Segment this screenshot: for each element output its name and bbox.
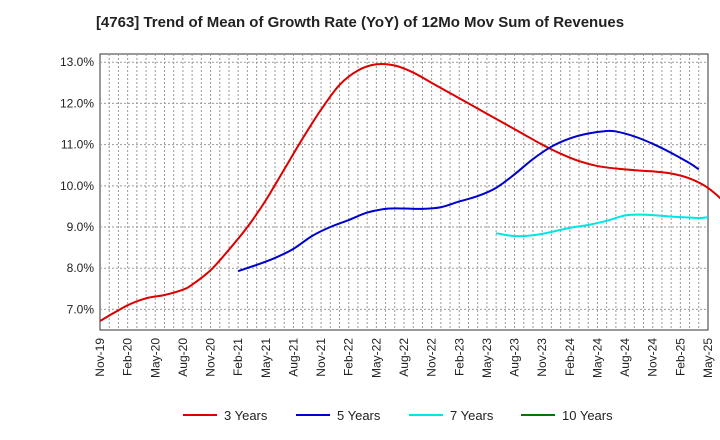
x-axis-tick-labels: Nov-19 Feb-20 May-20 Aug-20 Nov-20 Feb-21 May-…	[93, 338, 715, 378]
x-tick-label: May-25	[701, 338, 715, 378]
x-tick-label: May-20	[148, 338, 162, 378]
x-tick-label: May-21	[259, 338, 273, 378]
x-tick-label: Aug-22	[397, 338, 411, 377]
x-tick-label: May-24	[590, 338, 604, 378]
x-tick-label: Feb-21	[231, 338, 245, 376]
legend: 3 Years 5 Years 7 Years 10 Years	[183, 408, 613, 423]
y-tick-label: 8.0%	[67, 261, 95, 275]
y-axis-tick-labels: 7.0% 8.0% 9.0% 10.0% 11.0% 12.0% 13.0%	[60, 55, 94, 316]
x-tick-label: Nov-23	[535, 338, 549, 377]
x-tick-label: Feb-25	[673, 338, 687, 376]
y-tick-label: 7.0%	[67, 302, 95, 316]
x-tick-label: Aug-20	[176, 338, 190, 377]
x-tick-label: Nov-24	[646, 338, 660, 377]
x-tick-label: Feb-23	[452, 338, 466, 376]
series-line-3-years	[99, 62, 720, 322]
chart-title: [4763] Trend of Mean of Growth Rate (YoY…	[95, 14, 625, 31]
x-tick-label: Nov-20	[204, 338, 218, 377]
x-tick-label: Aug-23	[508, 338, 522, 377]
x-tick-label: Feb-22	[342, 338, 356, 376]
grid-lines	[100, 54, 708, 330]
legend-label-5-years: 5 Years	[337, 408, 381, 423]
x-tick-label: Nov-19	[93, 338, 107, 377]
y-tick-label: 9.0%	[67, 220, 95, 234]
y-tick-label: 11.0%	[61, 138, 94, 152]
x-tick-label: Feb-20	[121, 338, 135, 376]
x-tick-label: Nov-21	[314, 338, 328, 377]
x-tick-label: Aug-21	[286, 338, 300, 377]
series-lines	[99, 62, 720, 322]
x-tick-label: Feb-24	[563, 338, 577, 376]
y-tick-label: 10.0%	[60, 179, 94, 193]
x-tick-label: May-23	[480, 338, 494, 378]
y-tick-label: 13.0%	[60, 55, 94, 69]
y-tick-label: 12.0%	[60, 96, 94, 110]
x-tick-label: Nov-22	[425, 338, 439, 377]
series-line-7-years	[495, 213, 709, 238]
x-tick-label: Aug-24	[618, 338, 632, 377]
series-line-5-years	[237, 129, 700, 273]
legend-label-10-years: 10 Years	[562, 408, 613, 423]
legend-label-7-years: 7 Years	[450, 408, 494, 423]
x-tick-label: May-22	[369, 338, 383, 378]
legend-label-3-years: 3 Years	[224, 408, 268, 423]
